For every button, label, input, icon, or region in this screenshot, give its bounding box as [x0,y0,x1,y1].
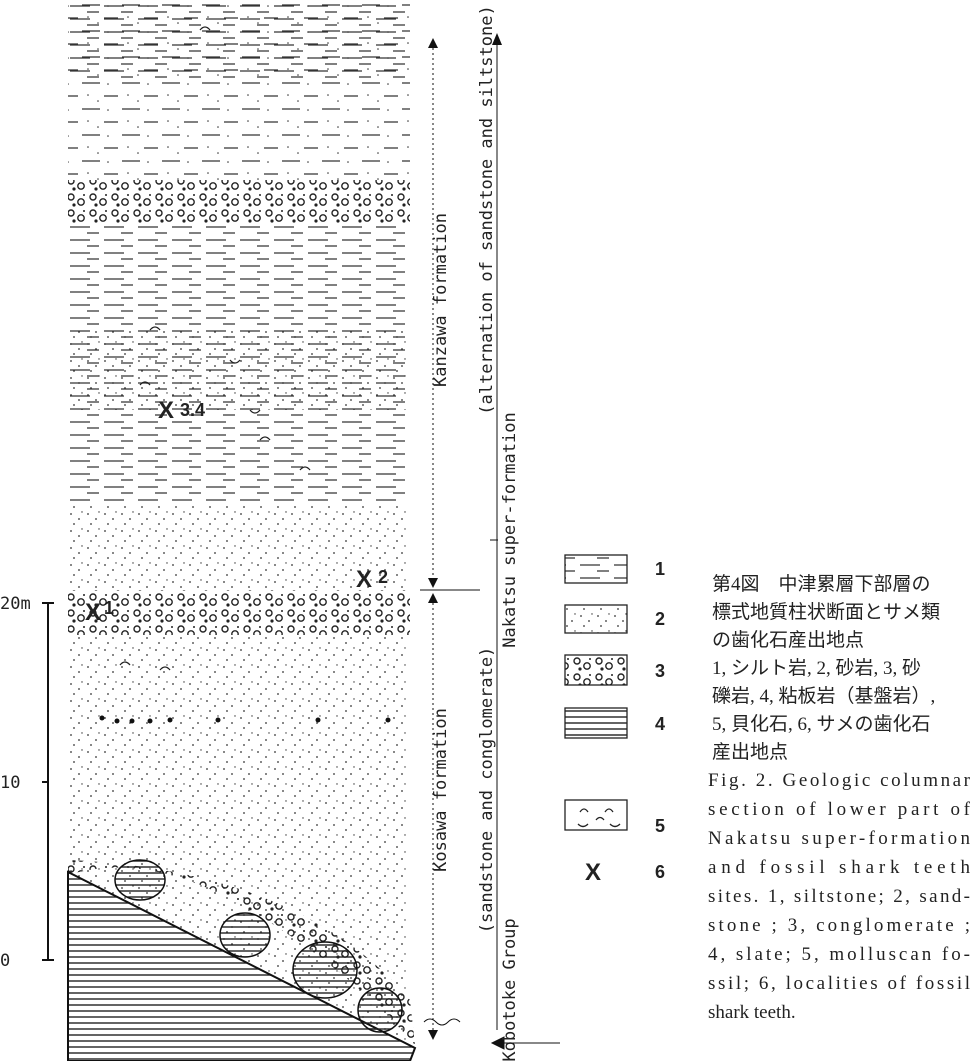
caption-line: sites. 1, siltstone; 2, sand- [708,886,970,907]
formation-label: Kosawa formation [431,708,451,872]
figure: X 3.4 X 2 X 1 20m 10 0 Kanzawa formation… [0,0,972,1061]
layer-siltstone [68,0,410,80]
group-label: Nakatsu super-formation [500,412,520,647]
legend-number: 3 [655,661,665,681]
boulder [220,913,270,957]
legend-swatch [565,655,627,685]
formation-label: Kanzawa formation [431,213,451,387]
legend-number: 2 [655,609,665,629]
locality-marker: X [158,397,174,424]
caption-line: ssil; 6, localities of fossil [708,973,970,994]
legend-swatch [565,605,627,633]
formation-note: (sandstone and conglomerate) [477,647,497,934]
legend [565,555,627,830]
layer-conglomerate [68,590,410,635]
caption-line: 第4図 中津累層下部層の [712,573,931,595]
caption-line: 産出地点 [712,741,788,763]
legend-swatch [565,708,627,738]
legend-symbol: X [585,859,601,886]
caption-line: 1, シルト岩, 2, 砂岩, 3, 砂 [712,657,921,679]
locality-label: 2 [378,567,388,587]
caption-line: stone ; 3, conglomerate ; [708,915,970,936]
layer-sandstone [68,330,410,410]
formation-note: (alternation of sandstone and siltstone) [477,5,497,414]
caption-line: section of lower part of [708,799,971,820]
boulder [115,860,165,900]
caption-line: Fig. 2. Geologic columnar [708,770,971,791]
caption-line: 標式地質柱状断面とサメ類 [712,601,940,623]
page: X 3.4 X 2 X 1 20m 10 0 Kanzawa formation… [0,0,972,1061]
locality-marker: X [85,599,101,626]
boulder [293,942,357,998]
caption-line: and fossil shark teeth [708,857,971,878]
group-label: Kobotoke Group [500,918,520,1061]
caption-line: shark teeth. [708,1002,796,1023]
caption-line: 礫岩, 4, 粘板岩（基盤岩）, [712,685,935,707]
legend-swatch [565,555,627,583]
caption-line: Nakatsu super-formation [708,828,971,849]
boulder [358,988,402,1032]
scale-label: 10 [0,773,20,793]
locality-label: 1 [104,598,114,618]
legend-number: 1 [655,559,665,579]
legend-number: 6 [655,862,665,882]
legend-number: 4 [655,714,665,734]
scale-label: 20m [0,594,31,614]
caption-line: 4, slate; 5, molluscan fo- [708,944,970,965]
caption-line: 5, 貝化石, 6, サメの歯化石 [712,713,931,735]
column: X 3.4 X 2 X 1 [68,0,415,1061]
locality-marker: X [356,566,372,593]
legend-number: 5 [655,816,665,836]
caption-line: の歯化石産出地点 [712,629,864,651]
scale-label: 0 [0,951,10,971]
layer-conglomerate [68,180,410,225]
locality-label: 3.4 [180,400,205,420]
scale-bar [42,603,54,960]
